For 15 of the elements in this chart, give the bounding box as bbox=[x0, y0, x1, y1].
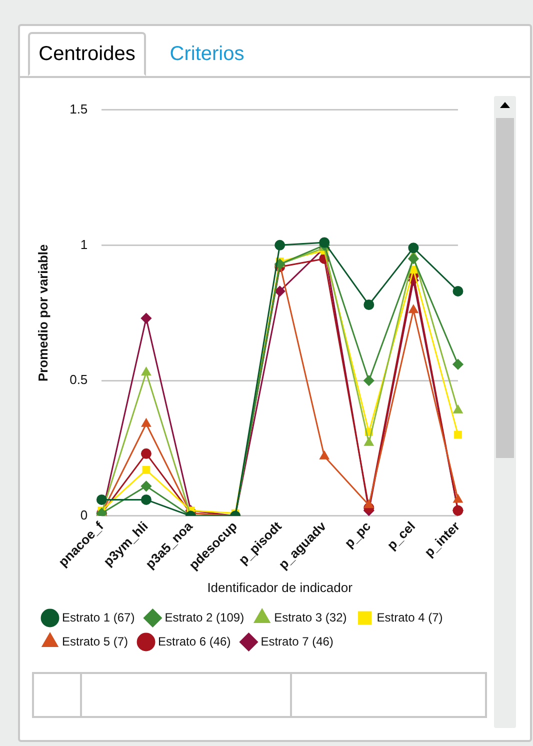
x-axis-title: Identificador de indicador bbox=[207, 580, 354, 595]
y-tick-label: 1.5 bbox=[70, 101, 88, 116]
legend-label: Estrato 1 (67) bbox=[62, 610, 135, 624]
y-tick-label: 0 bbox=[80, 508, 88, 523]
legend-label: Estrato 7 (46) bbox=[260, 634, 334, 648]
legend-label: Estrato 4 (7) bbox=[376, 610, 443, 624]
text: Criterios bbox=[148, 32, 266, 76]
y-tick-label: 0.5 bbox=[70, 372, 88, 388]
y-tick-label: 1 bbox=[80, 236, 88, 252]
legend-label: Estrato 2 (109) bbox=[164, 610, 244, 624]
y-axis-title: Promedio por variable bbox=[35, 244, 50, 382]
legend-label: Estrato 3 (32) bbox=[274, 610, 347, 624]
text: Centroides bbox=[28, 32, 146, 76]
legend-label: Estrato 5 (7) bbox=[62, 634, 128, 648]
legend-label: Estrato 6 (46) bbox=[158, 634, 231, 648]
